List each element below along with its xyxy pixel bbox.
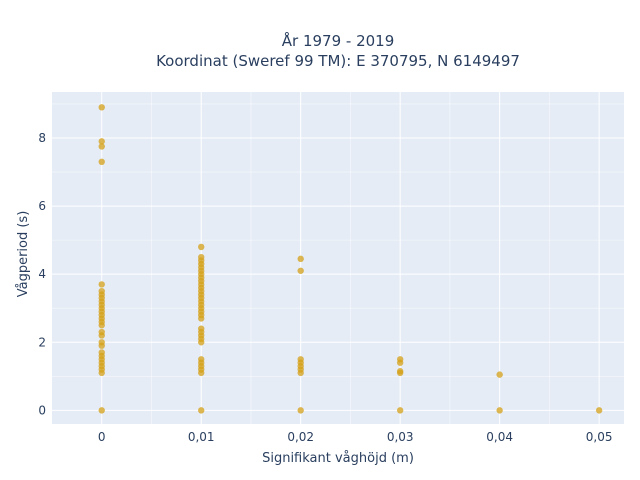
data-point <box>198 407 205 414</box>
chart-title-line-2: Koordinat (Sweref 99 TM): E 370795, N 61… <box>156 52 520 70</box>
data-point <box>297 255 304 263</box>
data-point <box>595 407 603 414</box>
data-points <box>98 104 603 414</box>
x-tick-label: 0 <box>98 430 106 444</box>
plot-area <box>52 92 624 424</box>
y-tick-label: 8 <box>38 131 46 145</box>
x-tick-label: 0,01 <box>188 430 215 444</box>
data-point <box>98 158 105 166</box>
chart-title-line-1: År 1979 - 2019 <box>282 31 395 50</box>
data-point <box>396 407 404 414</box>
y-tick-label: 4 <box>38 267 46 281</box>
y-axis-title: Vågperiod (s) <box>16 211 31 298</box>
data-point <box>297 356 304 363</box>
data-point <box>98 407 105 414</box>
data-point <box>98 288 105 295</box>
data-point <box>496 371 503 378</box>
data-point <box>198 325 205 332</box>
x-tick-label: 0,02 <box>287 430 314 444</box>
data-point <box>198 356 205 363</box>
tick-labels: 0 2 4 6 8 0 0,01 0,02 0,03 0,04 0,05 <box>38 131 612 444</box>
data-point <box>98 339 105 346</box>
x-axis-title: Signifikant våghöjd (m) <box>262 451 414 466</box>
x-tick-label: 0,04 <box>486 430 513 444</box>
y-tick-label: 2 <box>38 335 46 349</box>
data-point <box>297 267 304 274</box>
y-tick-label: 6 <box>38 199 46 213</box>
data-point <box>396 356 404 363</box>
data-point <box>297 407 304 414</box>
data-point <box>198 253 205 261</box>
data-point <box>98 104 105 111</box>
y-tick-label: 0 <box>38 403 46 417</box>
x-tick-label: 0,03 <box>387 430 414 444</box>
data-point <box>98 328 105 336</box>
data-point <box>98 349 105 356</box>
data-point <box>396 368 404 375</box>
data-point <box>98 143 105 150</box>
x-tick-label: 0,05 <box>586 430 613 444</box>
data-point <box>98 138 105 145</box>
data-point <box>496 407 503 414</box>
data-point <box>98 281 105 288</box>
data-point <box>198 243 205 251</box>
